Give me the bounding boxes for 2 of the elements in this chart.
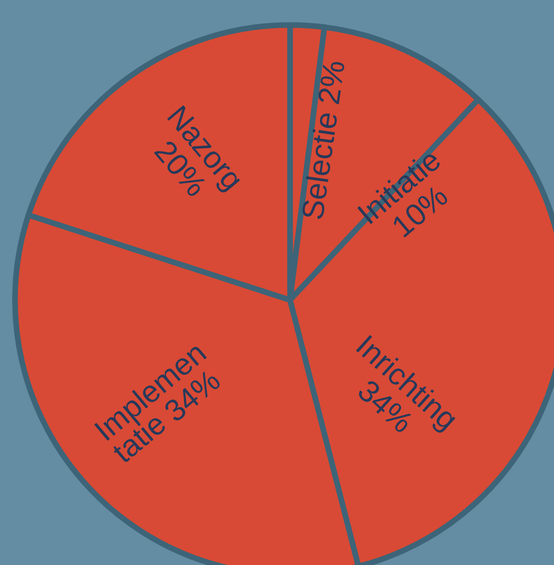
slice-label: Selectie [300, 112, 338, 220]
data-label: 2% [318, 60, 345, 104]
